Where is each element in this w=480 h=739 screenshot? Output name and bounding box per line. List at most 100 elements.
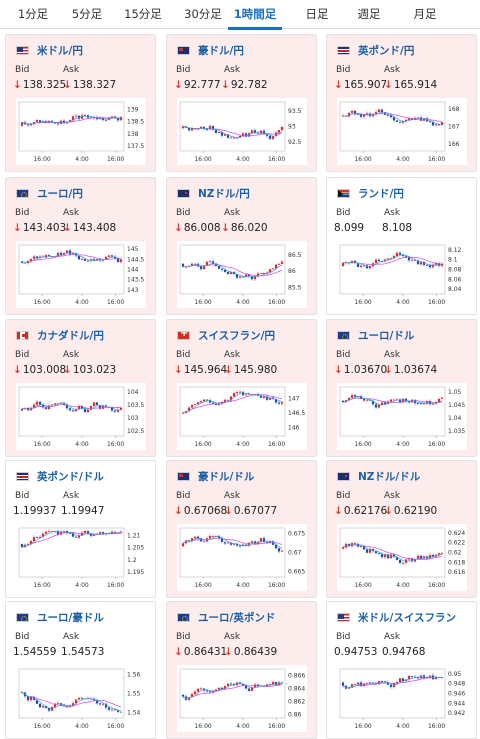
price-chart[interactable]: 147 146.5 146 16:00 4:00 16:00 xyxy=(177,383,307,450)
rate-card[interactable]: ユーロ/ドル Bid Ask ↓1.03670 ↓1.03674 1.05 1.045 1.0… xyxy=(326,319,477,457)
currency-pair-link[interactable]: 米ドル/円 xyxy=(37,44,83,57)
rate-card[interactable]: ランド/円 Bid Ask 8.099 8.108 8.12 8.1 8.08 8.06 8.04… xyxy=(326,177,477,315)
rate-card[interactable]: ユーロ/豪ドル Bid Ask 1.54559 1.54573 1.56 1.55 1.54 1… xyxy=(5,601,156,739)
candle-body xyxy=(341,547,345,549)
x-tick-label: 4:00 xyxy=(75,582,89,589)
currency-pair-link[interactable]: 豪ドル/ドル xyxy=(198,470,255,483)
candle-body xyxy=(365,549,369,553)
currency-pair-link[interactable]: ユーロ/円 xyxy=(37,187,83,200)
candle-body xyxy=(419,262,423,265)
tab-8[interactable]: 月足 xyxy=(413,7,437,21)
candle-body xyxy=(389,399,393,402)
candle-body xyxy=(428,401,432,405)
moving-average-long xyxy=(182,537,283,545)
rate-card[interactable]: スイスフラン/円BidAsk↓145.964↓145.980147146.514… xyxy=(166,319,317,457)
rate-card[interactable]: NZドル/ドル Bid Ask ↓0.62176 ↓0.62190 0.624 0.622 0… xyxy=(326,460,477,598)
rate-card[interactable]: 豪ドル/ドル Bid Ask ↓0.67068 ↓0.67077 0.675 0.67 0.6… xyxy=(166,460,317,598)
candle-body xyxy=(44,121,48,123)
candle-body xyxy=(116,710,120,712)
rate-card[interactable]: 英ポンド/円 Bid Ask ↓165.907 ↓165.914 168 167 166 16:… xyxy=(326,34,477,172)
candle-body xyxy=(68,250,72,255)
plot-frame xyxy=(339,101,446,152)
candle-body xyxy=(226,134,230,138)
currency-pair-link[interactable]: ユーロ/英ポンド xyxy=(198,611,276,624)
price-chart[interactable]: 86.5 86 85.5 16:00 4:00 16:00 xyxy=(177,241,307,308)
rate-card[interactable]: 豪ドル/円 Bid Ask ↓92.777 ↓92.782 93.5 93 92.5 16:00… xyxy=(166,34,317,172)
candle-body xyxy=(35,700,39,704)
flag-icon xyxy=(337,330,350,340)
chart-background xyxy=(337,241,467,308)
currency-pair-link[interactable]: NZドル/ドル xyxy=(358,470,421,483)
tab-1[interactable]: 1分足 xyxy=(17,7,49,21)
tab-4[interactable]: 30分足 xyxy=(184,7,222,21)
candle-body xyxy=(353,110,357,115)
candle-body xyxy=(347,397,351,401)
ask-price: ↓0.62190 xyxy=(384,505,437,517)
candle-body xyxy=(437,124,441,126)
chart-background xyxy=(177,665,307,732)
plot-frame xyxy=(179,386,286,437)
x-tick-label: 16:00 xyxy=(194,299,211,306)
candle-body xyxy=(35,401,39,405)
candle-body xyxy=(116,258,120,263)
candle-body xyxy=(110,407,114,411)
currency-pair-link[interactable]: ランド/円 xyxy=(358,187,404,200)
rate-card[interactable]: カナダドル/円 Bid Ask ↓103.008 ↓103.023 104 103.5 103… xyxy=(5,319,156,457)
currency-pair-link[interactable]: 英ポンド/円 xyxy=(358,44,415,57)
candle-body xyxy=(187,540,191,542)
currency-pair-link[interactable]: スイスフラン/円 xyxy=(198,329,276,342)
currency-pair-link[interactable]: ユーロ/ドル xyxy=(358,329,415,342)
rate-card[interactable]: ユーロ/英ポンド Bid Ask ↓0.86431 ↓0.86439 0.866 0.864… xyxy=(166,601,317,739)
tab-3[interactable]: 15分足 xyxy=(124,7,162,21)
rate-card[interactable]: 米ドル/円 Bid Ask ↓138.325 ↓138.327 139 138.5 138 13… xyxy=(5,34,156,172)
tab-5[interactable]: 1時間足 xyxy=(228,0,282,30)
rate-card[interactable]: NZドル/円 Bid Ask ↓86.008 ↓86.020 86.5 86 85.5 16:0… xyxy=(166,177,317,315)
candle-body xyxy=(277,263,281,265)
candle-body xyxy=(268,397,272,400)
candle-body xyxy=(359,265,363,268)
tab-2[interactable]: 5分足 xyxy=(71,7,103,21)
ask-label: Ask xyxy=(63,350,80,360)
flag-icon xyxy=(337,612,350,622)
currency-pair-link[interactable]: 豪ドル/円 xyxy=(198,44,244,57)
rate-card[interactable]: 英ポンド/ドル Bid Ask 1.19937 1.19947 1.21 1.205 1.2 1… xyxy=(5,460,156,598)
candle-body xyxy=(50,256,54,258)
currency-pair-link[interactable]: 英ポンド/ドル xyxy=(37,470,104,483)
rate-card[interactable]: ユーロ/円 Bid Ask ↓143.403 ↓143.408 145 144.5 144 14… xyxy=(5,177,156,315)
tab-6[interactable]: 日足 xyxy=(305,7,329,21)
candle-body xyxy=(110,709,114,711)
y-tick-label: 1.195 xyxy=(127,569,144,576)
rate-card[interactable]: 米ドル/スイスフラン Bid Ask 0.94753 0.94768 0.95 0.948 0… xyxy=(326,601,477,739)
price-chart[interactable]: 93.5 93 92.5 16:00 4:00 16:00 xyxy=(177,98,307,165)
candle-body xyxy=(199,266,203,269)
ask-price-value: 86.020 xyxy=(230,222,268,234)
ask-price-value: 143.408 xyxy=(72,222,117,234)
candle-body xyxy=(353,395,357,397)
moving-average-long xyxy=(342,113,443,122)
tab-7[interactable]: 週足 xyxy=(357,7,381,21)
ask-label: Ask xyxy=(63,65,80,75)
currency-pair-link[interactable]: 米ドル/スイスフラン xyxy=(358,611,457,624)
bid-price: ↓145.964 xyxy=(174,364,227,376)
candle-body xyxy=(119,711,123,713)
candle-body xyxy=(250,276,254,280)
y-tick-label: 0.948 xyxy=(448,681,465,688)
flag-icon xyxy=(337,45,350,55)
candle-body xyxy=(244,685,248,689)
price-chart[interactable]: 168 167 166 16:00 4:00 16:00 xyxy=(337,98,467,165)
currency-pair-link[interactable]: カナダドル/円 xyxy=(37,329,104,342)
x-tick-label: 16:00 xyxy=(194,723,211,730)
currency-pair-link[interactable]: NZドル/円 xyxy=(198,187,250,200)
currency-pair-link[interactable]: ユーロ/豪ドル xyxy=(37,611,104,624)
